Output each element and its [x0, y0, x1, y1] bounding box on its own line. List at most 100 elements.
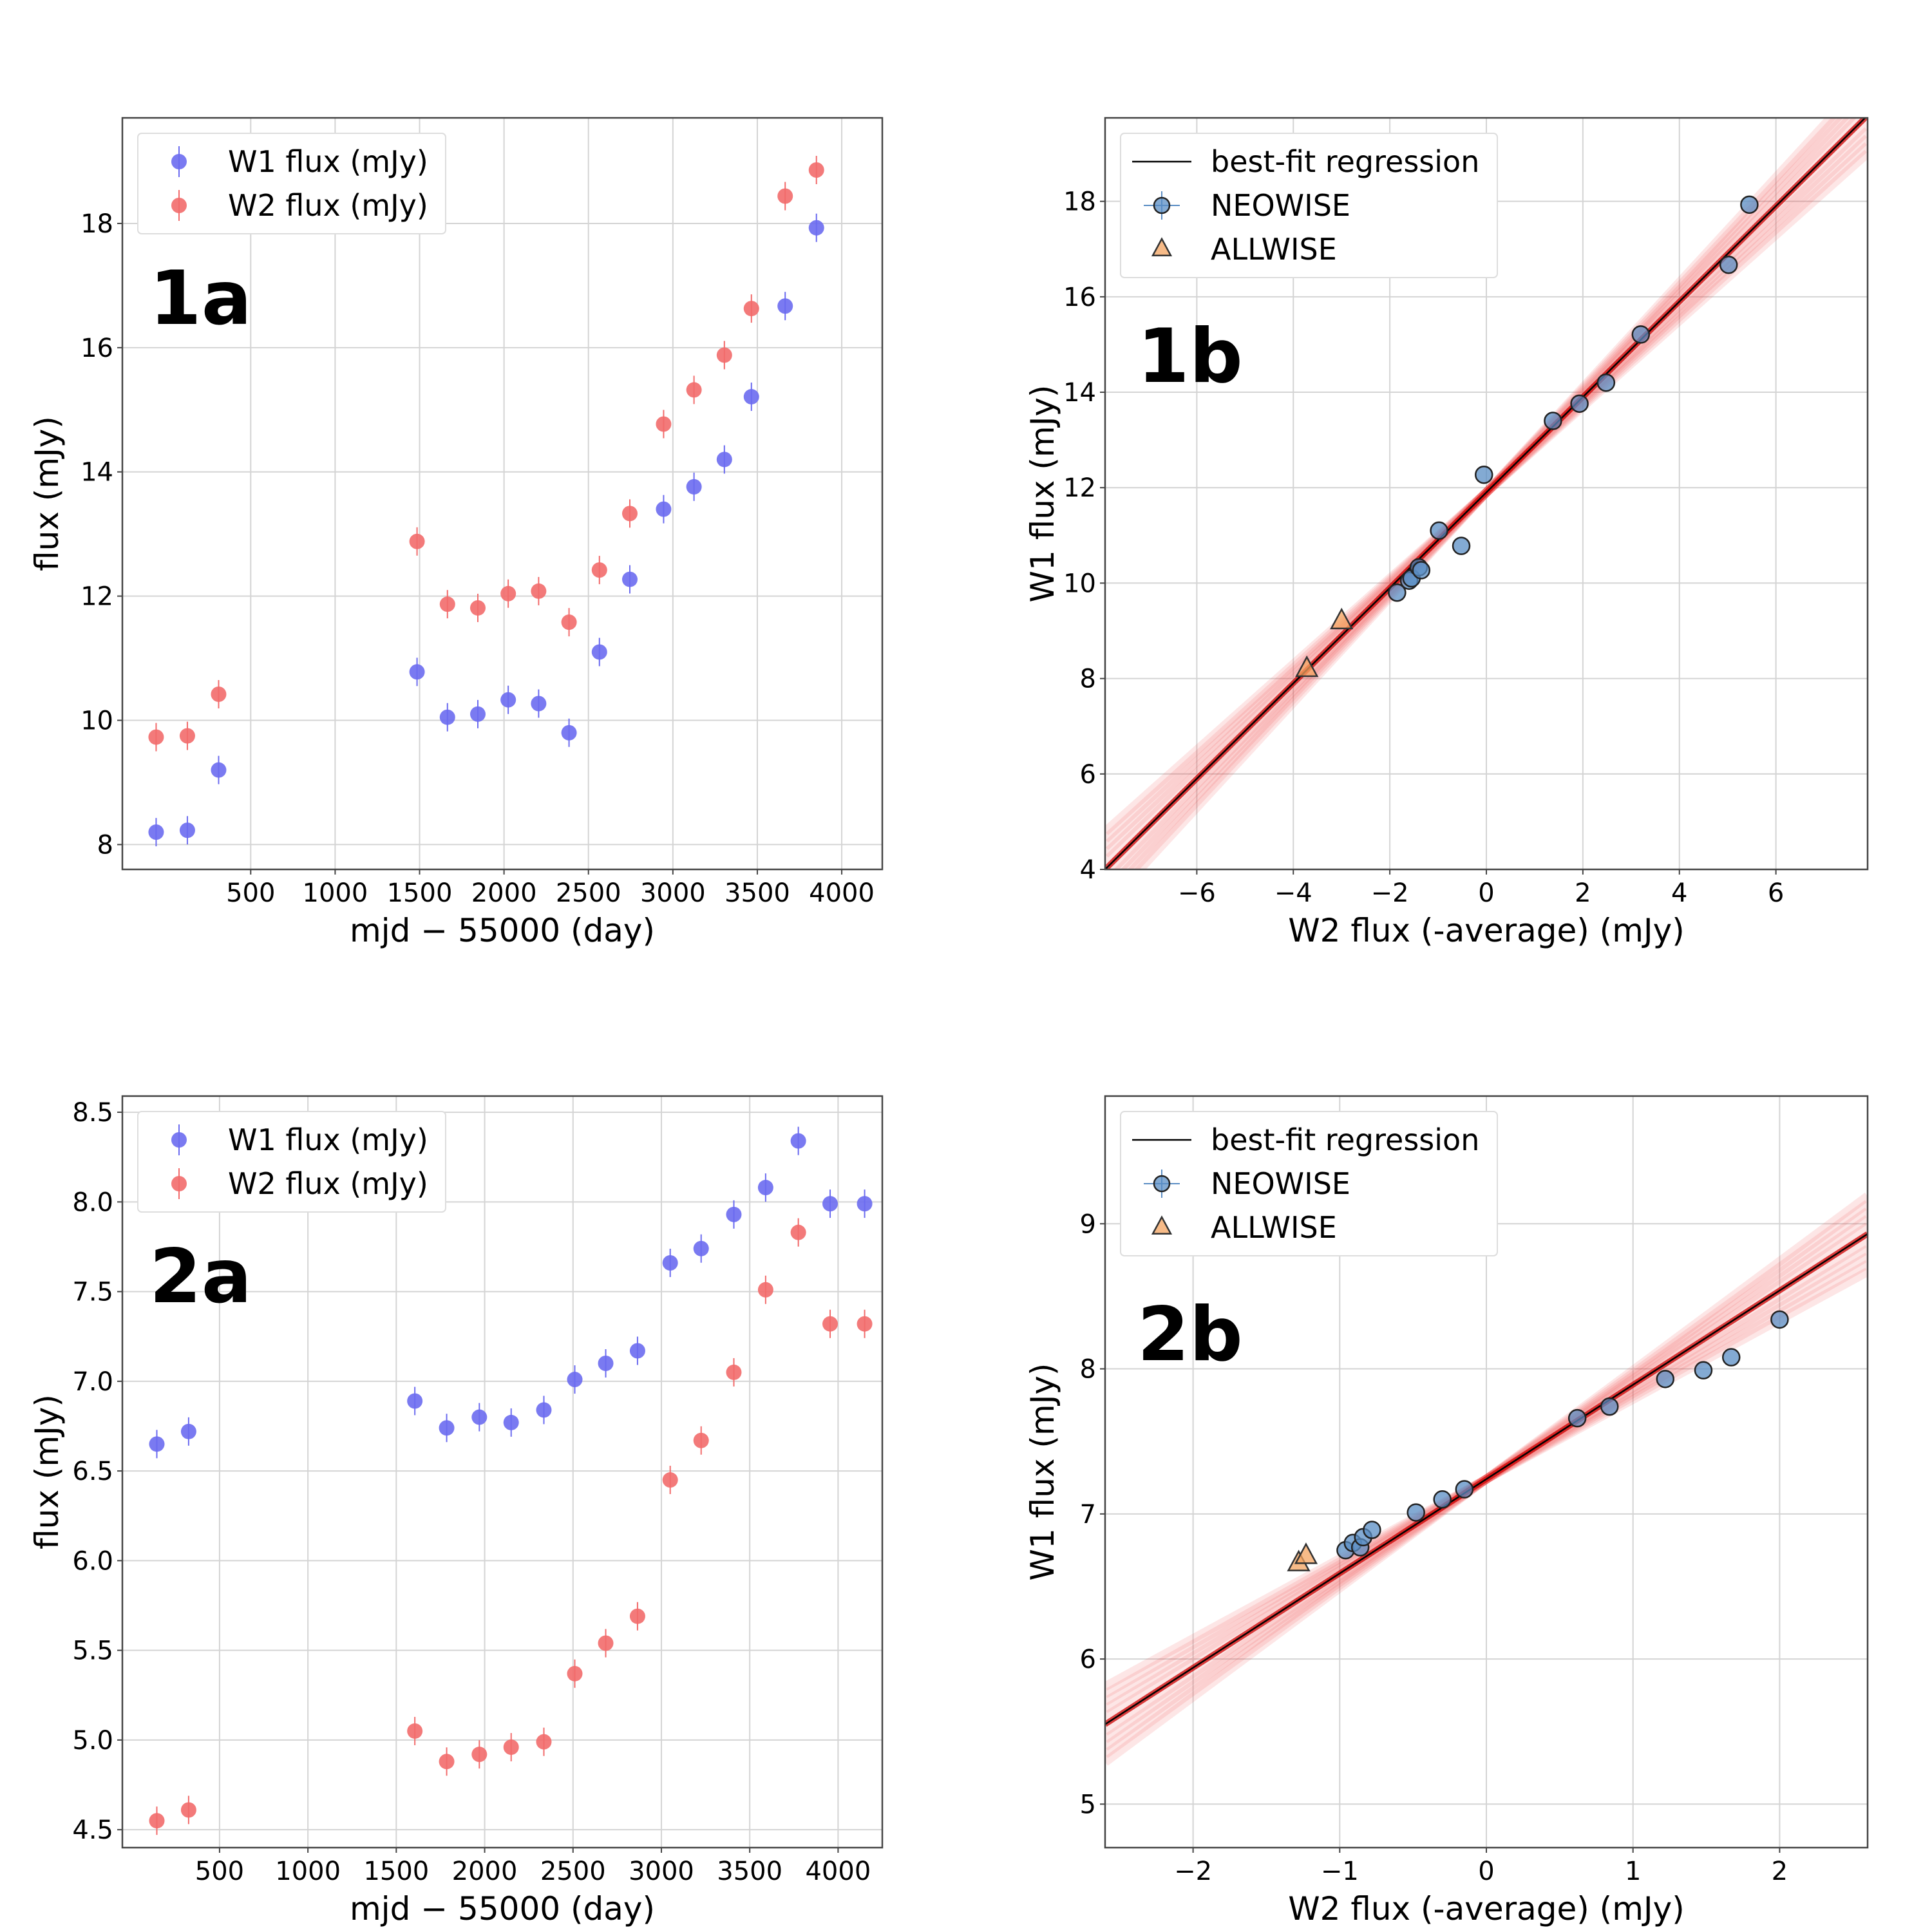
legend-circle-swatch [171, 1176, 187, 1191]
legend: best-fit regression NEOWISE ALLWISE [1120, 133, 1498, 278]
x-tick-label: 1000 [303, 878, 368, 908]
y-tick-label: 8 [1080, 1355, 1096, 1385]
panel-1a: 500 1000 1500 2000 2500 3000 3500 4000 8 10 12 14 16… [28, 117, 884, 949]
data-point [439, 1754, 455, 1770]
y-tick-label: 16 [80, 334, 113, 363]
plot-area [148, 156, 824, 847]
data-point [1330, 607, 1354, 630]
y-tick-label: 7 [1080, 1500, 1096, 1530]
legend: W1 flux (mJy) W2 flux (mJy) [137, 1111, 446, 1213]
data-point [716, 347, 732, 363]
data-point [500, 692, 516, 708]
x-tick-label: 2500 [540, 1857, 606, 1886]
data-point [757, 1282, 773, 1298]
x-tick-label: 2 [1575, 878, 1591, 908]
panel-label: 1b [1137, 313, 1243, 400]
panel-label: 2b [1137, 1291, 1243, 1378]
panel-1b: −6 −4 −2 0 2 4 6 4 6 8 10 12 14 16 18 W2 flux (-average… [1024, 117, 1869, 949]
data-point [471, 1747, 488, 1763]
data-point [1475, 465, 1493, 484]
data-point [1631, 325, 1651, 344]
x-tick-label: 3000 [629, 1857, 694, 1886]
plot-frame [121, 117, 884, 871]
y-tick-label: 6 [1080, 760, 1096, 790]
data-point [1740, 195, 1759, 214]
data-point [1452, 536, 1471, 555]
data-point [686, 478, 702, 495]
x-tick-label: −2 [1174, 1857, 1212, 1886]
plot-area [1105, 1192, 1868, 1766]
data-point [743, 389, 759, 405]
y-axis-label: flux (mJy) [28, 1394, 66, 1549]
y-tick-label: 8.0 [72, 1188, 113, 1217]
data-point [561, 724, 577, 741]
y-tick-label: 6 [1080, 1645, 1096, 1674]
data-point [693, 1432, 709, 1448]
legend: W1 flux (mJy) W2 flux (mJy) [137, 133, 446, 234]
data-point [439, 1420, 455, 1436]
x-axis-label: mjd − 55000 (day) [350, 912, 655, 949]
legend: best-fit regression NEOWISE ALLWISE [1120, 1111, 1498, 1256]
data-point [503, 1414, 519, 1430]
data-point [1719, 255, 1738, 274]
data-point [531, 696, 547, 712]
data-point [686, 382, 702, 398]
data-point [503, 1739, 519, 1756]
x-axis-label: W2 flux (-average) (mJy) [1288, 912, 1685, 949]
x-tick-label: 3500 [724, 878, 790, 908]
legend-circle-swatch [171, 1132, 187, 1148]
data-point [531, 583, 547, 599]
legend-label: W1 flux (mJy) [228, 144, 428, 179]
data-point [180, 1423, 196, 1439]
data-point [1294, 1542, 1318, 1564]
x-tick-label: 4 [1671, 878, 1687, 908]
x-tick-label: −1 [1321, 1857, 1359, 1886]
x-tick-label: 3500 [717, 1857, 782, 1886]
data-point [822, 1316, 838, 1332]
y-tick-label: 16 [1063, 283, 1096, 312]
data-point [621, 571, 638, 587]
y-tick-label: 18 [80, 209, 113, 239]
x-tick-label: 2000 [471, 878, 537, 908]
y-tick-label: 5.0 [72, 1726, 113, 1756]
data-point [777, 298, 793, 314]
legend-label: NEOWISE [1211, 1166, 1350, 1201]
data-point [561, 614, 577, 630]
data-point [808, 162, 824, 178]
data-point [149, 1813, 165, 1829]
x-tick-label: 500 [195, 1857, 244, 1886]
data-point [536, 1402, 552, 1418]
y-tick-label: 8 [97, 830, 113, 860]
data-point [1721, 1348, 1741, 1367]
data-point [439, 709, 455, 725]
data-point [1295, 655, 1319, 677]
data-point [591, 644, 607, 660]
data-point [790, 1224, 806, 1240]
x-tick-label: 2500 [556, 878, 621, 908]
y-tick-label: 14 [80, 458, 113, 488]
y-tick-label: 8.5 [72, 1098, 113, 1128]
data-point [500, 585, 516, 601]
x-tick-label: −6 [1178, 878, 1216, 908]
data-point [757, 1180, 773, 1196]
data-point [179, 822, 195, 838]
panel-label: 2a [149, 1233, 252, 1320]
data-point [407, 1393, 423, 1409]
x-tick-label: 2 [1772, 1857, 1788, 1886]
panel-label: 1a [149, 255, 252, 342]
data-point [621, 506, 638, 522]
regression-line [1105, 1233, 1868, 1725]
data-point [822, 1196, 838, 1212]
data-point [726, 1364, 742, 1380]
y-tick-label: 18 [1063, 187, 1096, 217]
data-point [1570, 394, 1589, 413]
data-point [857, 1316, 873, 1332]
x-tick-label: 3000 [640, 878, 706, 908]
x-tick-label: 1000 [275, 1857, 341, 1886]
y-tick-label: 7.5 [72, 1278, 113, 1307]
y-axis-label: W1 flux (mJy) [1024, 1363, 1061, 1581]
data-point [211, 762, 227, 778]
x-axis-label: mjd − 55000 (day) [350, 1890, 655, 1927]
data-point [777, 188, 793, 204]
